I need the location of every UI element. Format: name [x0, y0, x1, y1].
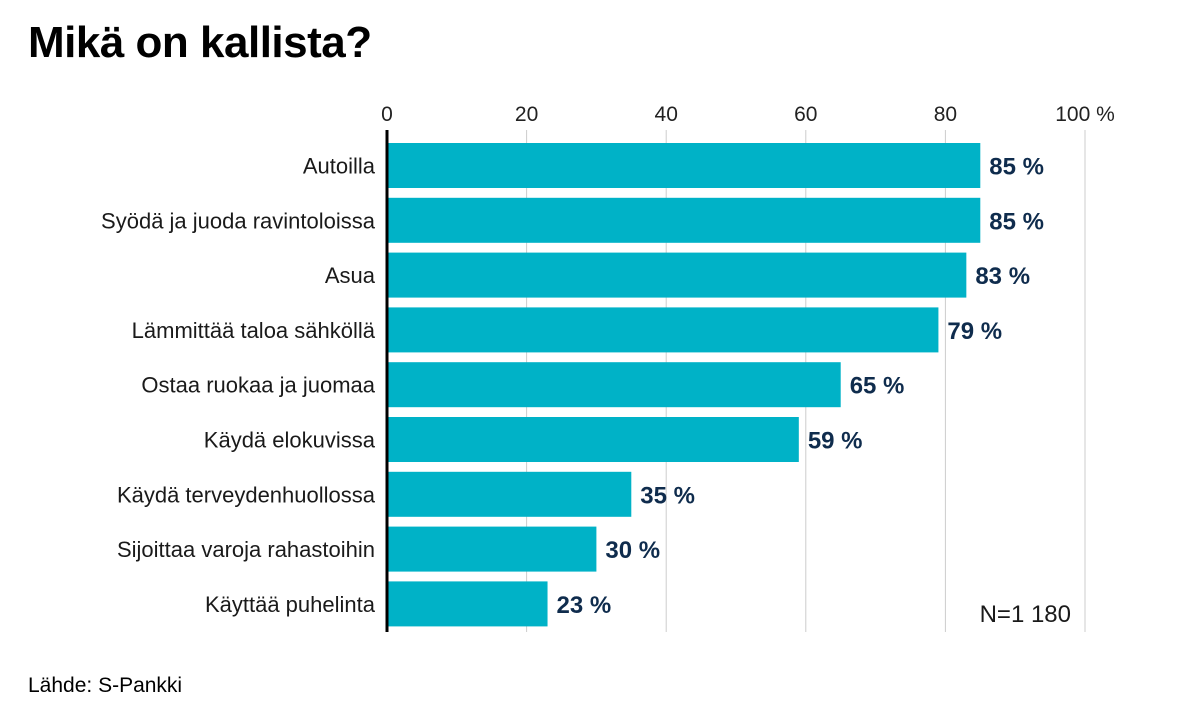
bar: [387, 471, 632, 517]
category-label: Asua: [325, 263, 376, 288]
bar: [387, 252, 967, 298]
x-tick-label: 60: [794, 103, 817, 126]
bar: [387, 581, 548, 627]
value-label: 85 %: [989, 154, 1044, 181]
bars: [387, 143, 981, 627]
bar: [387, 143, 981, 188]
value-label: 65 %: [850, 373, 905, 400]
bar: [387, 362, 841, 408]
value-label: 35 %: [640, 482, 695, 509]
x-axis-ticks: 0 20 40 60 80 100 %: [381, 103, 1115, 126]
category-label: Lämmittää taloa sähköllä: [132, 318, 376, 343]
sample-size-note: N=1 180: [980, 601, 1071, 628]
value-label: 79 %: [947, 318, 1002, 345]
x-tick-label: 0: [381, 103, 393, 126]
chart-title: Mikä on kallista?: [28, 18, 372, 67]
category-label: Ostaa ruokaa ja juomaa: [141, 373, 375, 398]
value-label: 30 %: [605, 537, 660, 564]
value-label: 23 %: [557, 592, 612, 619]
x-tick-label: 20: [515, 103, 538, 126]
bar: [387, 197, 981, 243]
x-tick-label: 80: [934, 103, 957, 126]
x-tick-label: 40: [655, 103, 678, 126]
x-tick-label: 100 %: [1055, 103, 1115, 126]
value-label: 85 %: [989, 208, 1044, 235]
bar: [387, 307, 939, 353]
category-label: Käydä elokuvissa: [204, 428, 376, 453]
source-note: Lähde: S-Pankki: [28, 674, 183, 697]
value-label: 59 %: [808, 428, 863, 455]
category-labels: Autoilla Syödä ja juoda ravintoloissa Asua…: [101, 154, 376, 617]
value-label: 83 %: [975, 263, 1030, 290]
category-label: Sijoittaa varoja rahastoihin: [117, 537, 375, 562]
category-label: Käyttää puhelinta: [205, 592, 376, 617]
category-label: Autoilla: [303, 154, 376, 179]
value-labels: 85 % 85 % 83 % 79 % 65 % 59 % 35 % 30 % 23 %: [557, 154, 1044, 619]
category-label: Käydä terveydenhuollossa: [117, 482, 376, 507]
bar: [387, 417, 799, 462]
category-label: Syödä ja juoda ravintoloissa: [101, 208, 376, 233]
bar: [387, 526, 597, 572]
